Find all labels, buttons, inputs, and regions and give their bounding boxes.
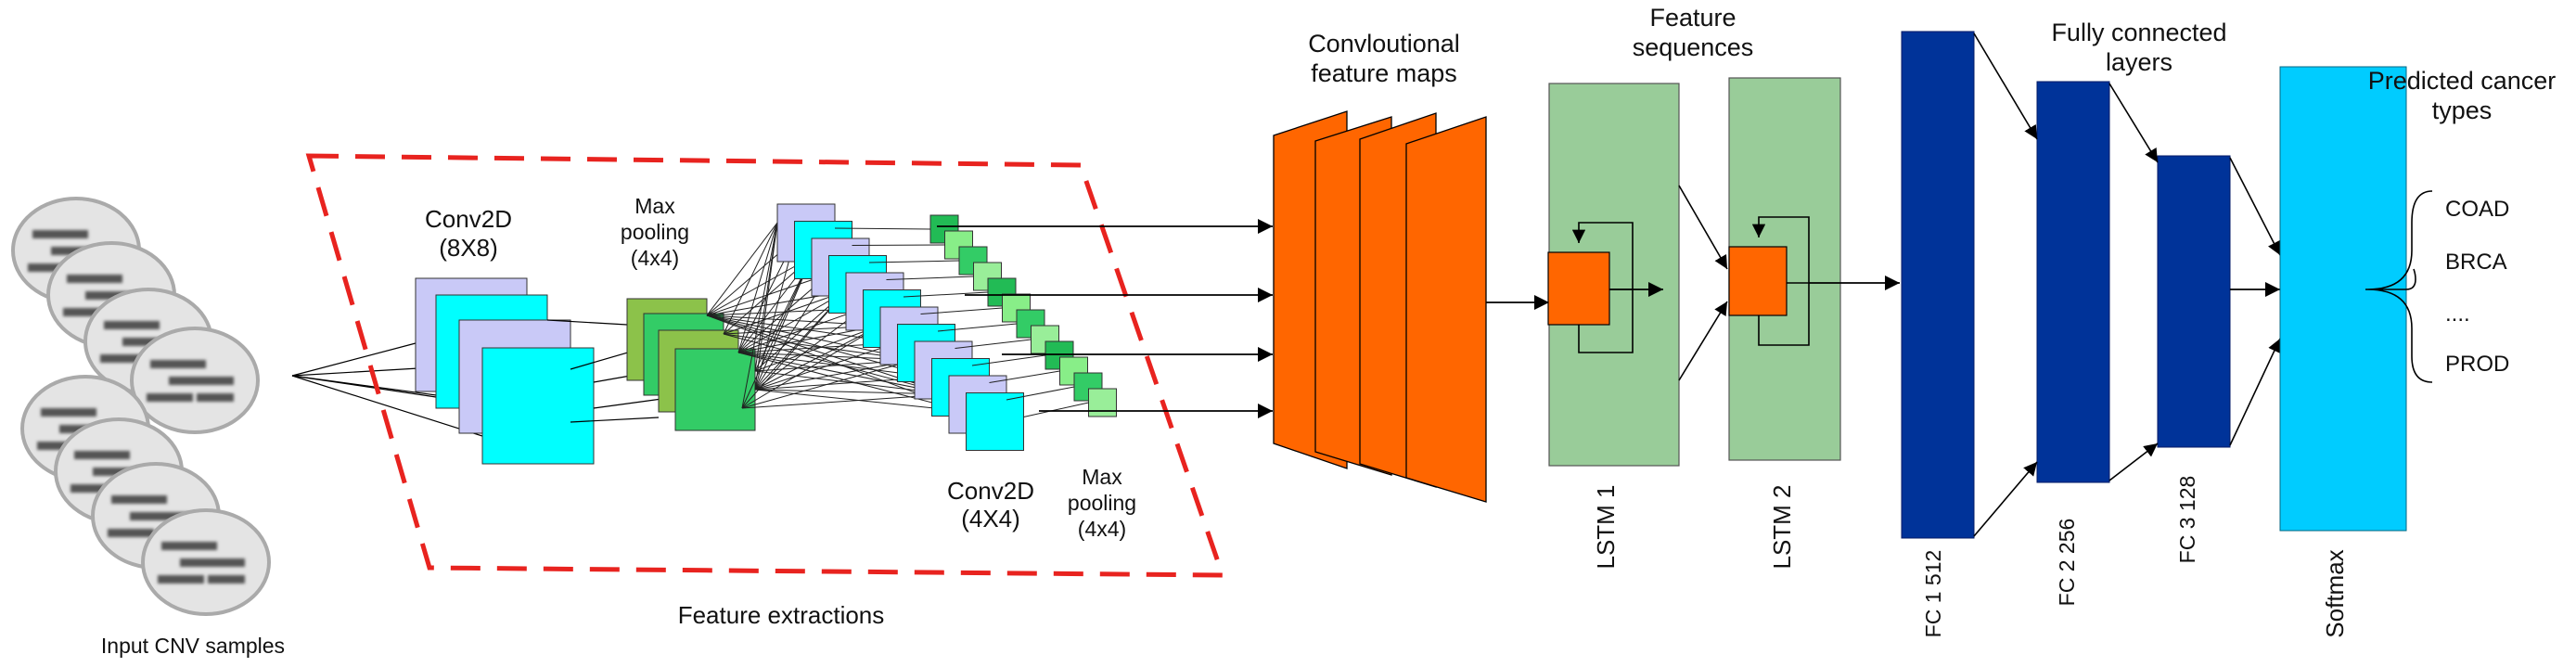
conv2d-2-size: (4X4)	[961, 505, 1020, 532]
pool-link	[834, 227, 931, 230]
maxpool-1-line1: Max	[634, 194, 675, 218]
pool-link	[937, 323, 1018, 332]
class-coad: COAD	[2445, 197, 2509, 222]
conv-feature-maps-line2: feature maps	[1311, 59, 1457, 87]
mesh-edge	[741, 222, 778, 409]
conv2d-4x4-feature-square	[966, 392, 1024, 451]
blurred-cnv-sample-disc-icon	[11, 197, 271, 616]
input-samples-label: Input CNV samples	[101, 634, 285, 658]
fc2-layer	[2036, 81, 2110, 483]
fully-connected-line2: layers	[2106, 48, 2172, 76]
lstm1-cell	[1547, 251, 1610, 326]
pool-link	[852, 244, 945, 246]
fc1-layer	[1901, 31, 1975, 539]
convolutional-feature-maps	[1273, 110, 1487, 503]
softmax-label: Softmax	[2321, 549, 2349, 637]
pool-link	[903, 291, 989, 298]
pool-link	[1006, 386, 1075, 401]
mesh-edge	[737, 222, 778, 353]
maxpool-2-line2: pooling	[1068, 491, 1136, 515]
mesh-edge	[723, 290, 847, 335]
softmax-layer	[2279, 66, 2407, 532]
mesh-edge	[706, 274, 829, 316]
pool-link	[920, 307, 1003, 314]
maxpool-2-line3: (4x4)	[1078, 517, 1126, 541]
mesh-edge	[754, 325, 881, 391]
pool-link	[955, 339, 1032, 349]
lstm2-label: LSTM 2	[1768, 484, 1796, 569]
features-to-maps-arrows	[937, 218, 1273, 419]
mesh-edge	[737, 352, 950, 395]
fc3-label: FC 3 128	[2175, 476, 2199, 564]
conv2d-1-size: (8X8)	[439, 234, 498, 262]
feature-sequences-line1: Feature	[1649, 4, 1736, 32]
pool-link	[971, 354, 1046, 366]
maxpool-1-line3: (4x4)	[631, 246, 679, 270]
mesh-edge	[706, 314, 932, 378]
fc1-label: FC 1 512	[1921, 550, 1945, 638]
input-cnv-samples: Input CNV samples	[11, 197, 285, 658]
conv2d-1-title: Conv2D	[425, 205, 512, 233]
mesh-edge	[706, 222, 778, 316]
lstm1-block	[1547, 83, 1680, 467]
maxpool-2-line1: Max	[1082, 465, 1122, 489]
maxpool-2-square	[1088, 388, 1117, 417]
conv2d-8x8-stack	[415, 277, 595, 465]
conv-feature-maps-line1: Convloutional	[1308, 30, 1460, 58]
predicted-types-line1: Predicted cancer	[2368, 67, 2557, 95]
class-prod: PROD	[2445, 352, 2509, 377]
pool-link	[886, 276, 974, 280]
maxpool-1-stack	[626, 298, 756, 431]
fc2-label: FC 2 256	[2055, 519, 2079, 607]
conv2d-4x4-cascade	[776, 203, 1024, 451]
pool-link	[989, 370, 1060, 383]
maxpool-1-line2: pooling	[621, 220, 689, 244]
feature-extraction-region	[305, 153, 1226, 578]
lstm2-block	[1728, 77, 1841, 461]
pool-link	[868, 260, 960, 263]
mesh-edge	[754, 222, 778, 391]
feature-sequences-line2: sequences	[1633, 33, 1754, 61]
mesh-edge	[737, 352, 967, 412]
class-brace	[2365, 190, 2433, 383]
predicted-types-line2: types	[2432, 96, 2493, 124]
pool-link	[1023, 402, 1089, 417]
fc3-layer	[2157, 155, 2231, 448]
class-ellipsis: ....	[2445, 301, 2470, 327]
mesh-edge	[754, 325, 881, 372]
maxpool-2-squares	[834, 214, 1117, 417]
mesh-edge	[737, 308, 864, 353]
feature-extractions-label: Feature extractions	[678, 601, 885, 629]
lstm1-label: LSTM 1	[1592, 484, 1620, 569]
fc-connection-arrows	[1973, 32, 2281, 537]
lstm2-cell	[1728, 246, 1788, 316]
mesh-edge	[754, 389, 967, 412]
conv2d-2-title: Conv2D	[947, 477, 1034, 505]
fully-connected-line1: Fully connected	[2051, 19, 2226, 46]
mesh-edge	[741, 256, 813, 409]
class-brca: BRCA	[2445, 250, 2507, 275]
mesh-edge	[723, 333, 950, 395]
